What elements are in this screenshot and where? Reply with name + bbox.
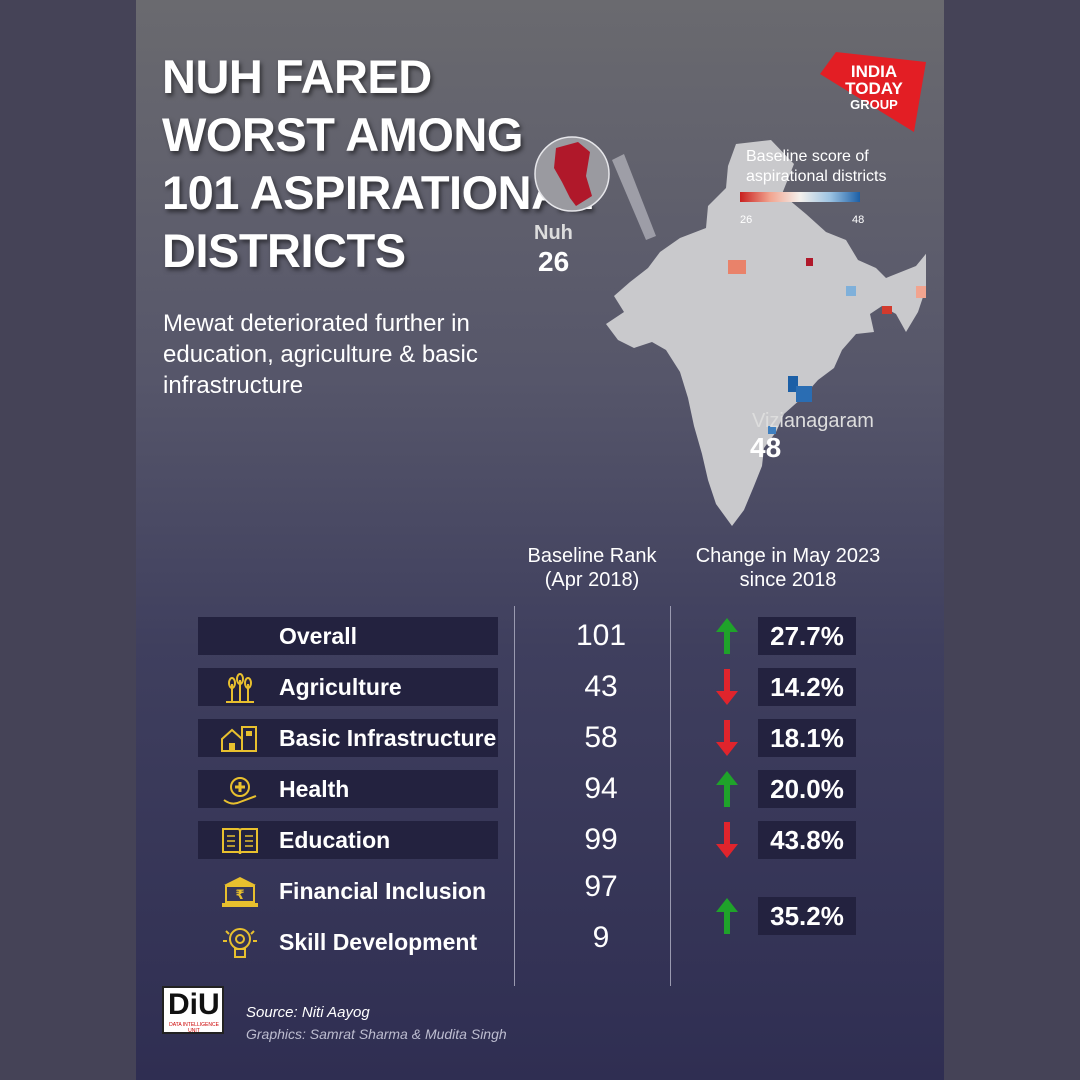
- nuh-district: [806, 258, 813, 266]
- row-label-skill-development: Skill Development: [279, 929, 478, 955]
- india-outline: [606, 140, 926, 526]
- rank-value-financial-inclusion: 97: [584, 870, 618, 903]
- callout-vizianagaram-value: 48: [750, 432, 782, 463]
- infographic-card: NUH FARED WORST AMONG 101 ASPIRATIONAL D…: [136, 0, 944, 1080]
- arrow-down-icon: [716, 669, 738, 705]
- wheat-icon: [226, 673, 254, 703]
- rank-value-education: 99: [584, 823, 618, 856]
- diu-logo: DiU DATA INTELLIGENCE UNIT: [162, 986, 224, 1034]
- row-label-basic-infrastructure: Basic Infrastructure: [279, 725, 497, 751]
- district-blue-3: [846, 286, 856, 296]
- rank-value-overall: 101: [575, 619, 627, 652]
- table-row-overall: [198, 617, 498, 655]
- map-legend-title: Baseline score of aspirational districts: [746, 148, 887, 185]
- arrow-up-icon: [716, 618, 738, 654]
- rank-value-skill-development: 9: [592, 921, 610, 954]
- rank-value-basic-infrastructure: 58: [584, 721, 618, 754]
- table-divider: [670, 606, 671, 986]
- callout-vizianagaram-name: Vizianagaram: [752, 410, 874, 432]
- col-header-change: Change in May 2023 since 2018: [695, 545, 881, 591]
- change-value-health: 20.0%: [758, 770, 856, 808]
- row-label-overall: Overall: [279, 623, 357, 649]
- change-value-basic-infrastructure: 18.1%: [758, 719, 856, 757]
- change-value-education: 43.8%: [758, 821, 856, 859]
- district-blue-4: [768, 426, 776, 434]
- graphics-credit: Graphics: Samrat Sharma & Mudita Singh: [246, 1026, 507, 1042]
- rank-value-health: 94: [584, 772, 618, 805]
- district-red-1: [728, 260, 746, 274]
- map-legend-min: 26: [740, 214, 753, 226]
- arrow-down-icon: [716, 822, 738, 858]
- map-legend-max: 48: [852, 214, 865, 226]
- svg-text:₹: ₹: [235, 888, 244, 903]
- change-value-agriculture: 14.2%: [758, 668, 856, 706]
- arrow-down-icon: [716, 720, 738, 756]
- map-legend-gradient: [740, 192, 860, 202]
- col-header-baseline-rank: Baseline Rank (Apr 2018): [527, 545, 657, 591]
- lightbulb-gear-icon: [223, 928, 257, 958]
- arrow-up-icon: [716, 898, 738, 934]
- page-title: NUH FARED WORST AMONG 101 ASPIRATIONAL D…: [162, 50, 592, 277]
- row-label-agriculture: Agriculture: [279, 674, 402, 700]
- district-blue-2: [796, 386, 812, 402]
- callout-nuh-value: 26: [538, 246, 570, 277]
- row-label-health: Health: [279, 776, 350, 802]
- district-pink-1: [916, 286, 926, 298]
- arrow-up-icon: [716, 771, 738, 807]
- callout-nuh-name: Nuh: [534, 222, 573, 244]
- rank-value-agriculture: 43: [584, 670, 618, 703]
- india-today-group-logo: INDIA TODAY GROUP: [820, 52, 926, 132]
- india-district-map: [606, 140, 926, 526]
- table-divider: [514, 606, 515, 986]
- open-book-icon: [222, 828, 258, 855]
- nuh-inset: [534, 136, 656, 240]
- hand-medical-cross-icon: [223, 777, 257, 805]
- svg-text:TODAY: TODAY: [845, 79, 903, 98]
- district-red-2: [882, 306, 892, 314]
- district-blue-1: [788, 376, 798, 392]
- row-label-education: Education: [279, 827, 391, 853]
- svg-text:INDIA: INDIA: [851, 62, 897, 81]
- svg-text:GROUP: GROUP: [850, 97, 898, 112]
- subtitle: Mewat deteriorated further in education,…: [163, 310, 478, 399]
- source-note: Source: Niti Aayog: [246, 1004, 370, 1021]
- change-value-overall: 27.7%: [758, 617, 856, 655]
- bank-rupee-icon: ₹: [222, 877, 258, 907]
- row-label-financial-inclusion: Financial Inclusion: [279, 878, 487, 904]
- house-building-icon: [221, 726, 257, 752]
- change-value-financial-inclusion: 35.2%: [758, 897, 856, 935]
